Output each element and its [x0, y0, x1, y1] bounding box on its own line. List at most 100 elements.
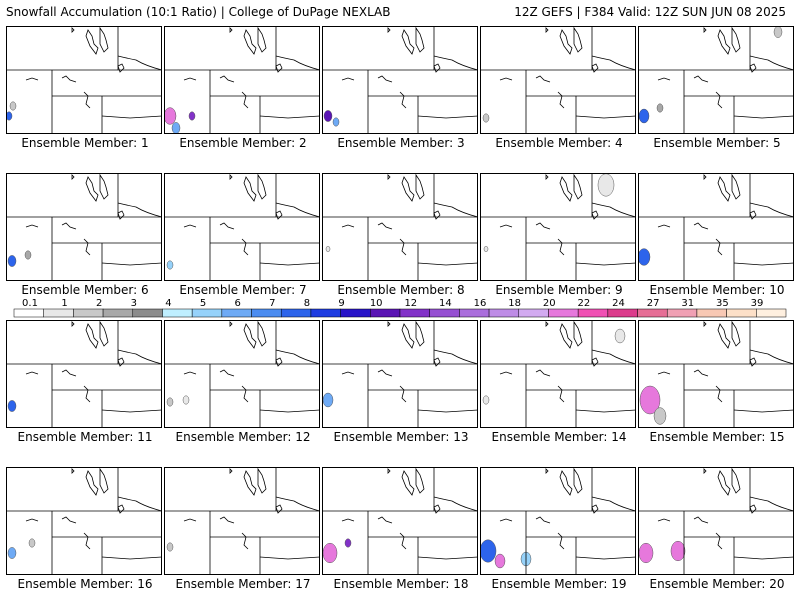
snowfall-map [164, 467, 320, 575]
colorbar-swatch [251, 308, 282, 318]
snowfall-area [325, 245, 331, 253]
snowfall-area [480, 539, 497, 563]
colorbar-swatch [221, 308, 252, 318]
ensemble-member-label: Ensemble Member: 9 [495, 283, 623, 297]
snowfall-area [597, 173, 615, 197]
colorbar-swatch [280, 308, 312, 318]
snowfall-map [480, 26, 636, 134]
snowfall-map [6, 173, 162, 281]
snowfall-area [494, 553, 506, 569]
snowfall-map [322, 26, 478, 134]
ensemble-member-label: Ensemble Member: 17 [175, 577, 311, 591]
map-frame [638, 320, 794, 428]
colorbar-swatch [132, 308, 163, 318]
snowfall-map [638, 467, 794, 575]
ensemble-member-panel: Ensemble Member: 9 [480, 173, 636, 301]
snowfall-map [6, 26, 162, 134]
colorbar-swatch [73, 308, 104, 318]
ensemble-member-panel: Ensemble Member: 7 [164, 173, 320, 301]
colorbar-swatch [429, 308, 460, 318]
boundary-lines [480, 173, 636, 281]
map-frame [480, 26, 636, 134]
map-frame [6, 320, 162, 428]
snowfall-area [653, 407, 667, 425]
colorbar-swatch [43, 308, 74, 318]
snowfall-area [638, 248, 651, 266]
boundary-lines [322, 467, 478, 575]
ensemble-member-label: Ensemble Member: 16 [17, 577, 153, 591]
snowfall-area [638, 108, 650, 124]
ensemble-member-panel: Ensemble Member: 14 [480, 320, 636, 448]
snowfall-map [480, 320, 636, 428]
boundary-lines [164, 320, 320, 428]
snowfall-area [322, 542, 338, 564]
ensemble-member-label: Ensemble Member: 20 [649, 577, 785, 591]
snowfall-area [164, 107, 177, 125]
boundary-lines [6, 467, 162, 575]
boundary-lines [164, 467, 320, 575]
colorbar-swatch [548, 308, 579, 318]
colorbar-swatch [637, 308, 668, 318]
ensemble-member-panel: Ensemble Member: 5 [638, 26, 794, 154]
ensemble-member-label: Ensemble Member: 15 [649, 430, 785, 444]
colorbar-swatch [577, 308, 609, 318]
ensemble-member-panel: Ensemble Member: 10 [638, 173, 794, 301]
ensemble-member-label: Ensemble Member: 13 [333, 430, 469, 444]
snowfall-map [480, 173, 636, 281]
boundary-lines [164, 26, 320, 134]
snowfall-map [6, 467, 162, 575]
ensemble-member-panel: Ensemble Member: 1 [6, 26, 162, 154]
snowfall-area [166, 397, 174, 407]
colorbar-swatch [518, 308, 549, 318]
boundary-lines [322, 320, 478, 428]
ensemble-member-panel: Ensemble Member: 17 [164, 467, 320, 595]
ensemble-member-label: Ensemble Member: 7 [179, 283, 307, 297]
colorbar-swatch [370, 308, 401, 318]
snowfall-map [322, 173, 478, 281]
snowfall-area [482, 395, 490, 405]
map-frame [480, 467, 636, 575]
map-frame [164, 467, 320, 575]
boundary-lines [6, 320, 162, 428]
snowfall-area [28, 538, 36, 548]
model-run-title: 12Z GEFS | F384 Valid: 12Z SUN JUN 08 20… [514, 5, 786, 19]
ensemble-member-label: Ensemble Member: 6 [21, 283, 149, 297]
ensemble-member-panel: Ensemble Member: 18 [322, 467, 478, 595]
ensemble-member-panel: Ensemble Member: 4 [480, 26, 636, 154]
snowfall-area [670, 540, 686, 562]
ensemble-member-panel: Ensemble Member: 12 [164, 320, 320, 448]
ensemble-member-panel: Ensemble Member: 2 [164, 26, 320, 154]
snowfall-area [7, 255, 17, 267]
ensemble-member-label: Ensemble Member: 11 [17, 430, 153, 444]
snowfall-area [6, 111, 13, 121]
snowfall-map [322, 467, 478, 575]
snowfall-area [9, 101, 17, 111]
ensemble-member-panel: Ensemble Member: 13 [322, 320, 478, 448]
snowfall-area [332, 117, 340, 127]
snowfall-map [638, 26, 794, 134]
map-frame [322, 320, 478, 428]
boundary-lines [638, 467, 794, 575]
ensemble-member-label: Ensemble Member: 10 [649, 283, 785, 297]
ensemble-member-panel: Ensemble Member: 20 [638, 467, 794, 595]
snowfall-area [24, 250, 32, 260]
boundary-lines [6, 173, 162, 281]
snowfall-area [166, 260, 174, 270]
snowfall-area [482, 113, 490, 123]
snowfall-area [7, 547, 17, 559]
ensemble-member-label: Ensemble Member: 12 [175, 430, 311, 444]
colorbar-swatch [726, 308, 757, 318]
colorbar-swatch [340, 308, 371, 318]
ensemble-member-panel: Ensemble Member: 11 [6, 320, 162, 448]
map-frame [164, 320, 320, 428]
colorbar-swatch [102, 308, 134, 318]
map-frame [6, 173, 162, 281]
snowfall-map [164, 26, 320, 134]
colorbar-swatch [13, 308, 44, 318]
map-frame [322, 467, 478, 575]
boundary-lines [638, 173, 794, 281]
snowfall-area [656, 103, 664, 113]
ensemble-member-label: Ensemble Member: 19 [491, 577, 627, 591]
map-frame [480, 173, 636, 281]
snowfall-area [7, 400, 17, 412]
